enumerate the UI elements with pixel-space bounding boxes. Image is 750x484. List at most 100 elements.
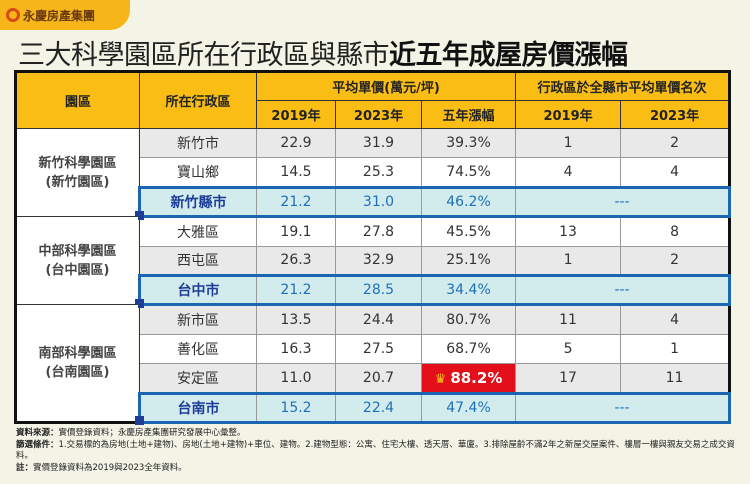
rank-2019: 11	[515, 304, 622, 335]
price-2023: 24.4	[335, 304, 422, 335]
rank-2023: 4	[620, 304, 731, 335]
header-district: 所在行政區	[139, 71, 257, 129]
header-rank-group: 行政區於全縣市平均單價名次	[515, 71, 731, 101]
park-line: (台南園區)	[45, 365, 110, 381]
price-2019: 26.3	[256, 245, 336, 276]
price-2023: 22.4	[335, 391, 422, 424]
price-2023: 31.9	[335, 127, 422, 159]
growth: 47.4%	[420, 391, 517, 424]
rank-2023: 4	[620, 157, 731, 188]
growth: 68.7%	[420, 333, 517, 365]
district-name: 善化區	[139, 333, 257, 365]
header-2019: 2019年	[256, 100, 336, 129]
header-park: 園區	[15, 71, 140, 129]
marker-square	[135, 415, 144, 425]
header-2023: 2023年	[335, 100, 422, 129]
price-2023: 31.0	[335, 185, 422, 219]
logo-icon	[6, 8, 20, 22]
title-bold: 近五年成屋房價漲幅	[389, 40, 628, 71]
rank-2019: 1	[515, 245, 622, 276]
note-text: 實價登錄資料為2019與2023全年資料。	[33, 462, 187, 473]
rank-2019: 4	[515, 157, 622, 188]
filter-label: 篩選條件：	[16, 439, 59, 450]
price-2023: 20.7	[335, 363, 422, 394]
table-row: 南部科學園區 (台南園區) 新市區 13.5 24.4 80.7% 11 4	[15, 304, 731, 425]
district-name: 新竹縣市	[138, 185, 257, 219]
source-text: 實價登錄資料；永慶房產集團研究發展中心彙整。	[58, 428, 246, 438]
district-name: 新市區	[139, 304, 257, 335]
growth: 39.3%	[420, 127, 517, 159]
header-rank-2023: 2023年	[620, 100, 731, 129]
brand-logo: 永慶房產集團	[0, 0, 130, 30]
marker-square	[135, 211, 144, 221]
rank-na: ---	[515, 273, 732, 307]
table-row: 西屯區 26.3 32.9 25.1% 1 2	[16, 245, 731, 276]
district-name: 大雅區	[139, 216, 257, 247]
growth: 80.7%	[420, 304, 517, 335]
park-line: (新竹園區)	[45, 174, 110, 190]
price-2019: 11.0	[256, 363, 336, 394]
header-growth: 五年漲幅	[420, 100, 517, 129]
district-name: 安定區	[139, 363, 257, 394]
price-2023: 32.9	[335, 245, 422, 276]
growth-value: 88.2%	[450, 368, 503, 387]
marker-square	[135, 299, 144, 309]
title-normal: 三大科學園區所在行政區與縣市	[18, 40, 390, 71]
price-table: 園區 所在行政區 平均單價(萬元/坪) 行政區於全縣市平均單價名次 2019年 …	[14, 70, 732, 425]
table-row: 台南市 15.2 22.4 47.4% ---	[16, 391, 732, 424]
table-row: 善化區 16.3 27.5 68.7% 5 1	[16, 333, 731, 365]
rank-2023: 2	[620, 127, 731, 159]
header-price-group: 平均單價(萬元/坪)	[255, 71, 517, 101]
page-title: 三大科學園區所在行政區與縣市近五年成屋房價漲幅	[18, 33, 628, 72]
table-row: 台中市 21.2 28.5 34.4% ---	[16, 273, 732, 307]
header-rank-2019: 2019年	[515, 100, 622, 129]
rank-2023: 1	[620, 333, 731, 365]
park-name: 中部科學園區 (台中園區)	[15, 216, 144, 309]
rank-2023: 2	[620, 245, 731, 276]
note-label: 註：	[16, 462, 34, 473]
price-2023: 27.5	[335, 333, 422, 365]
table-row: 新竹縣市 21.2 31.0 46.2% ---	[16, 185, 732, 219]
price-2019: 16.3	[256, 333, 336, 365]
price-2023: 27.8	[335, 216, 422, 247]
district-name: 寶山鄉	[139, 157, 257, 188]
rank-2019: 1	[515, 127, 622, 159]
crown-icon: ♛	[434, 371, 447, 387]
table-row: 中部科學園區 (台中園區) 大雅區 19.1 27.8 45.5% 13 8	[15, 216, 731, 309]
rank-na: ---	[515, 391, 732, 424]
rank-2019: 17	[515, 363, 622, 394]
park-line: 中部科學園區	[38, 243, 117, 259]
source-label: 資料來源：	[16, 428, 59, 438]
rank-2023: 8	[620, 216, 731, 247]
table-row: 新竹科學園區 (新竹園區) 新竹市 22.9 31.9 39.3% 1 2	[15, 127, 731, 221]
table-row: 安定區 11.0 20.7 ♛ 88.2% 17 11	[16, 363, 731, 394]
park-line: 新竹科學園區	[38, 155, 117, 171]
park-name: 新竹科學園區 (新竹園區)	[15, 127, 144, 221]
district-name: 台南市	[138, 391, 257, 424]
price-2019: 13.5	[256, 304, 336, 335]
park-line: 南部科學園區	[38, 346, 117, 362]
growth: 45.5%	[420, 216, 517, 247]
district-name: 台中市	[138, 273, 257, 307]
district-name: 新竹市	[139, 127, 257, 159]
table-row: 寶山鄉 14.5 25.3 74.5% 4 4	[16, 157, 731, 188]
growth: 46.2%	[420, 185, 517, 219]
rank-2019: 13	[515, 216, 622, 247]
price-2019: 21.2	[256, 273, 336, 307]
rank-na: ---	[515, 185, 732, 219]
price-2023: 25.3	[335, 157, 422, 188]
price-2019: 15.2	[256, 391, 336, 424]
price-2019: 21.2	[256, 185, 336, 219]
district-name: 西屯區	[139, 245, 257, 276]
price-2019: 22.9	[256, 127, 336, 159]
growth: 74.5%	[420, 157, 517, 188]
growth: 34.4%	[420, 273, 517, 307]
park-name: 南部科學園區 (台南園區)	[15, 304, 144, 425]
filter-text: 1.交易標的為房地(土地+建物)、房地(土地+建物)+車位、建物。2.建物型態：…	[16, 439, 735, 462]
rank-2019: 5	[515, 333, 622, 365]
price-2019: 19.1	[256, 216, 336, 247]
price-2019: 14.5	[256, 157, 336, 188]
growth: 25.1%	[420, 245, 517, 276]
rank-2023: 11	[620, 363, 731, 394]
footnotes: 資料來源：實價登錄資料；永慶房產集團研究發展中心彙整。 篩選條件：1.交易標的為…	[16, 428, 736, 474]
